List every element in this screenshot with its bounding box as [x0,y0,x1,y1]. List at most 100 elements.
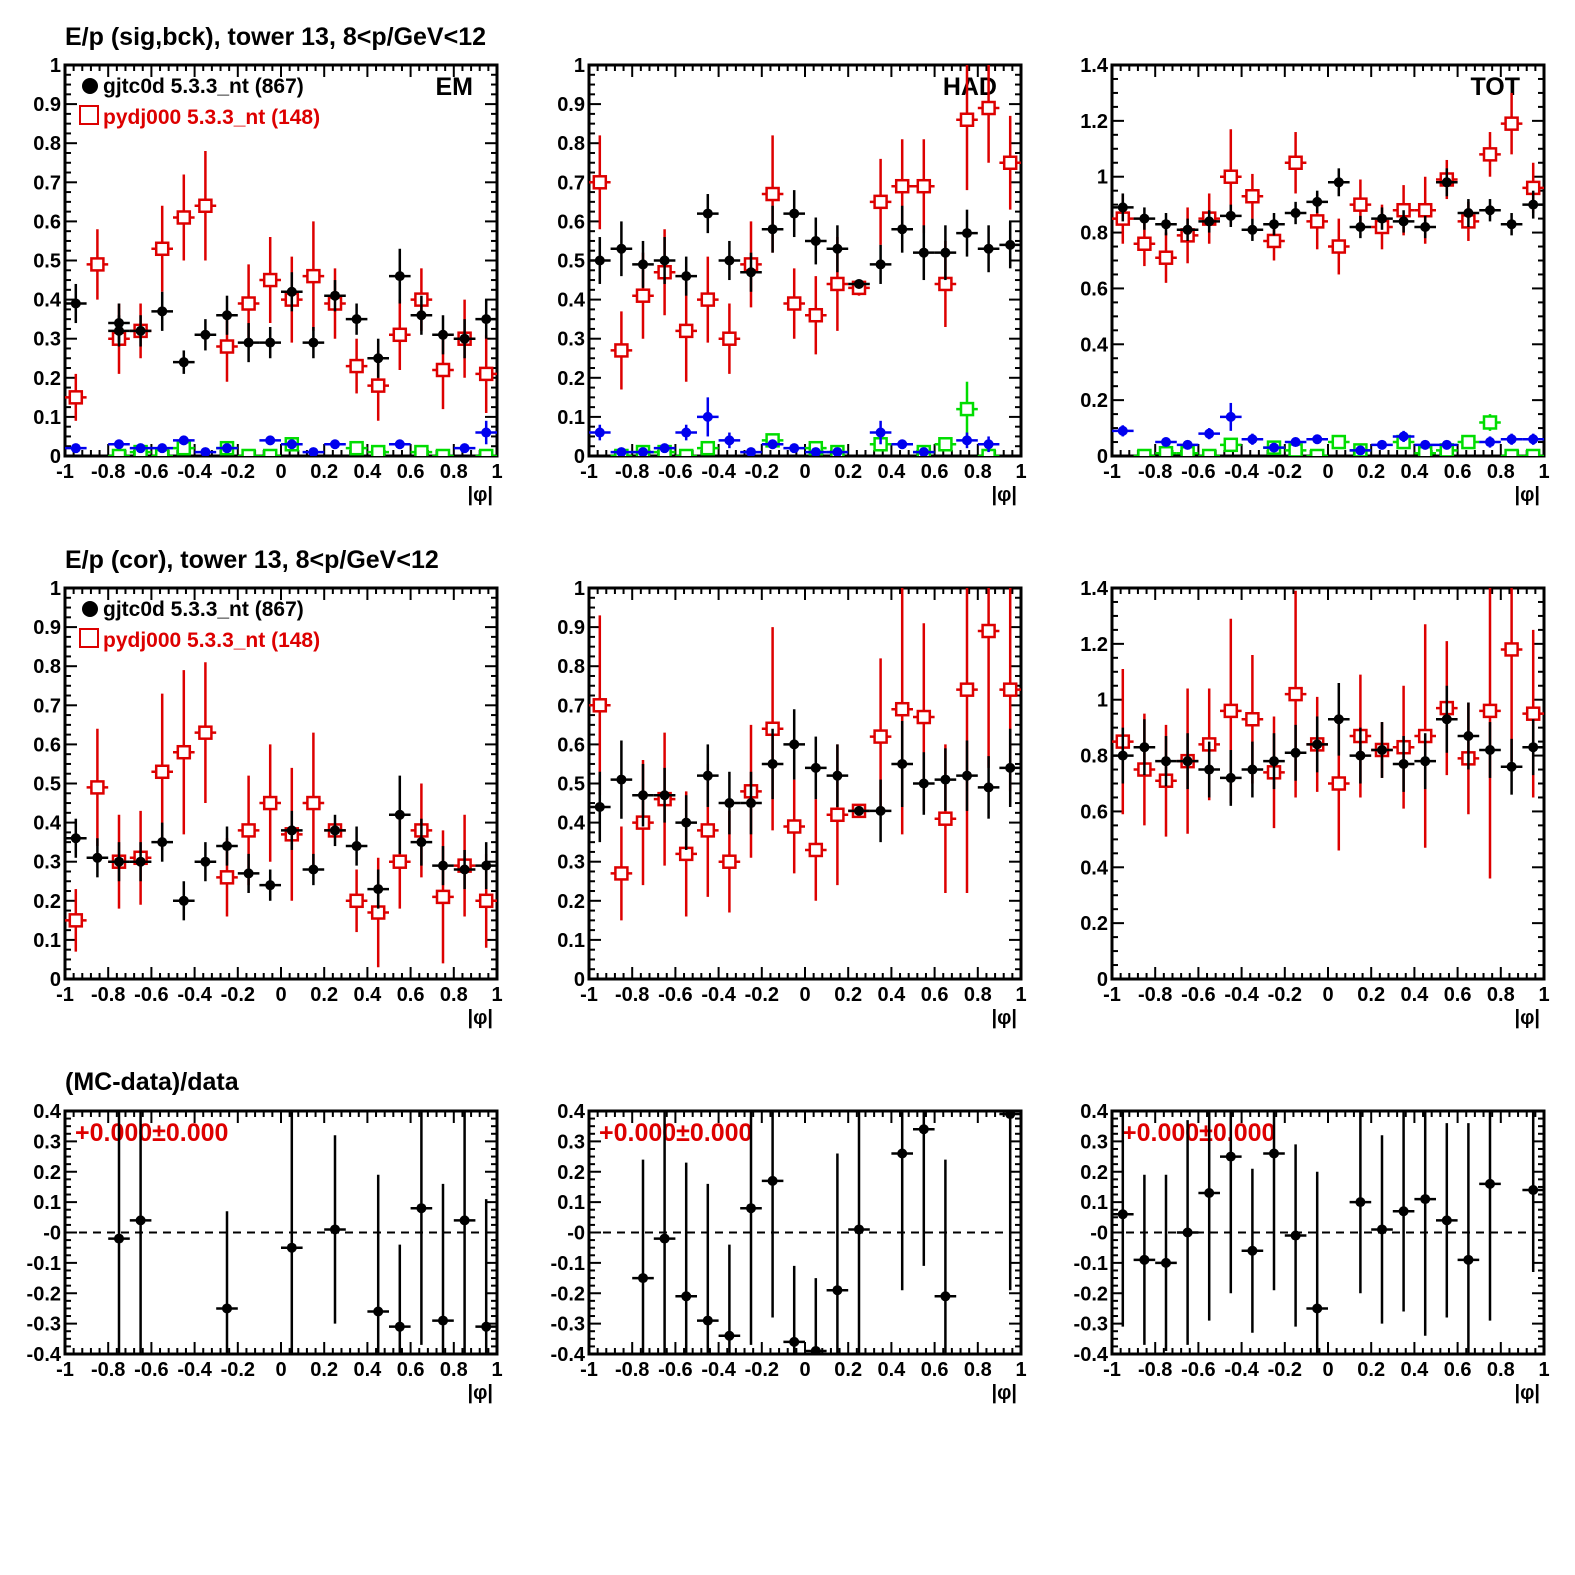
data-point [481,860,492,871]
x-tick-label: -1 [1103,984,1121,1006]
y-tick-label: 0.4 [33,813,62,835]
mc-point [959,112,975,127]
mc-point [1288,686,1303,702]
data-point [330,825,340,836]
y-tick-label: 0.3 [557,852,585,874]
y-tick-label: 0.9 [557,94,585,116]
mc-point [306,268,321,284]
data-point [114,1233,124,1244]
y-tick-label: 0.8 [33,133,61,155]
x-tick-label: 0.6 [1444,461,1472,483]
data-point [1182,224,1193,235]
data-point [832,447,843,456]
data-point [1420,756,1431,767]
legend-mc-marker [79,105,99,125]
y-tick-label: 1 [1097,690,1108,712]
data-point [286,286,297,297]
x-tick-label: 1 [1538,1359,1549,1381]
y-tick-label: 1.4 [1080,578,1109,600]
mc-point [786,296,802,311]
mc-point [592,698,608,713]
x-tick-label: 0 [799,461,810,483]
data-point [1528,199,1539,210]
data-point [1161,219,1171,230]
data-point [875,805,886,816]
data-point [222,310,232,321]
data-point [616,774,627,785]
data-point [767,224,778,235]
data-point [1333,714,1344,725]
mc-point [1331,776,1347,791]
data-point [222,841,232,852]
mc-point [678,323,694,339]
mc-point [894,178,910,194]
x-tick-label: 0.6 [921,461,949,483]
data-point [1139,742,1150,753]
mc-point [722,854,737,869]
x-tick-label: 0.6 [1444,984,1472,1006]
mc-point [1137,448,1152,456]
mc-point [700,440,716,456]
data-point [1161,756,1171,767]
mc-point [873,194,888,210]
x-tick-label: -0.2 [221,461,255,483]
data-point [1420,221,1431,232]
data-point [243,337,254,348]
mc-point [700,823,716,838]
y-tick-label: 0.2 [1080,390,1108,412]
data-point [1377,744,1387,755]
data-point [1377,213,1387,224]
data-point [746,798,756,809]
y-tick-label: 0.9 [557,617,585,639]
legend-mc-label: pydj000 5.3.3_nt (148) [103,106,320,129]
y-tick-label: 0.1 [557,407,585,429]
data-point [1485,205,1495,216]
data-point [1269,442,1279,453]
data-point [1204,216,1215,227]
mc-point [219,339,235,354]
mc-point [154,241,170,257]
y-tick-label: -0.3 [27,1314,61,1336]
mc-point [349,893,364,909]
data-point [638,447,648,456]
x-tick-label: -0.4 [701,984,736,1006]
x-tick-label: -0.4 [1224,461,1259,483]
y-tick-label: 0.9 [33,617,61,639]
data-point [1269,219,1279,230]
x-tick-label: 0.4 [877,461,906,483]
y-tick-label: 0.6 [557,734,585,756]
data-point [854,805,864,816]
data-point [1528,434,1539,445]
data-point [767,439,778,450]
x-tick-label: -1 [1103,461,1121,483]
series-data [1112,682,1544,806]
row-title-bottom: (MC-data)/data [65,1068,240,1096]
data-point [724,255,735,266]
mc-point [614,866,629,881]
y-tick-label: 0.1 [33,930,61,952]
data-point [157,306,168,317]
data-point [1269,1148,1279,1159]
mc-point [1223,437,1239,453]
x-tick-label: -0.4 [701,1359,736,1381]
data-point [638,1273,648,1284]
data-point [157,837,168,848]
x-tick-label: 0.2 [834,984,862,1006]
data-point [286,825,297,836]
mc-point [241,296,256,311]
y-tick-label: 0.2 [33,891,61,913]
mc-point [938,437,953,452]
y-tick-label: 0.4 [33,1101,62,1123]
mc-point [1331,434,1347,450]
data-point [1312,196,1323,207]
data-point [810,1345,821,1354]
x-tick-label: 1 [491,461,502,483]
legend-data-label: gjtc0d 5.3.3_nt (867) [103,75,304,98]
mc-point [1309,448,1325,456]
data-point [875,427,886,438]
x-tick-label: -0.8 [91,984,125,1006]
data-point [135,1215,146,1226]
x-tick-label: 0.8 [964,984,992,1006]
data-point [767,758,778,769]
x-axis-label: |φ| [992,1007,1018,1029]
